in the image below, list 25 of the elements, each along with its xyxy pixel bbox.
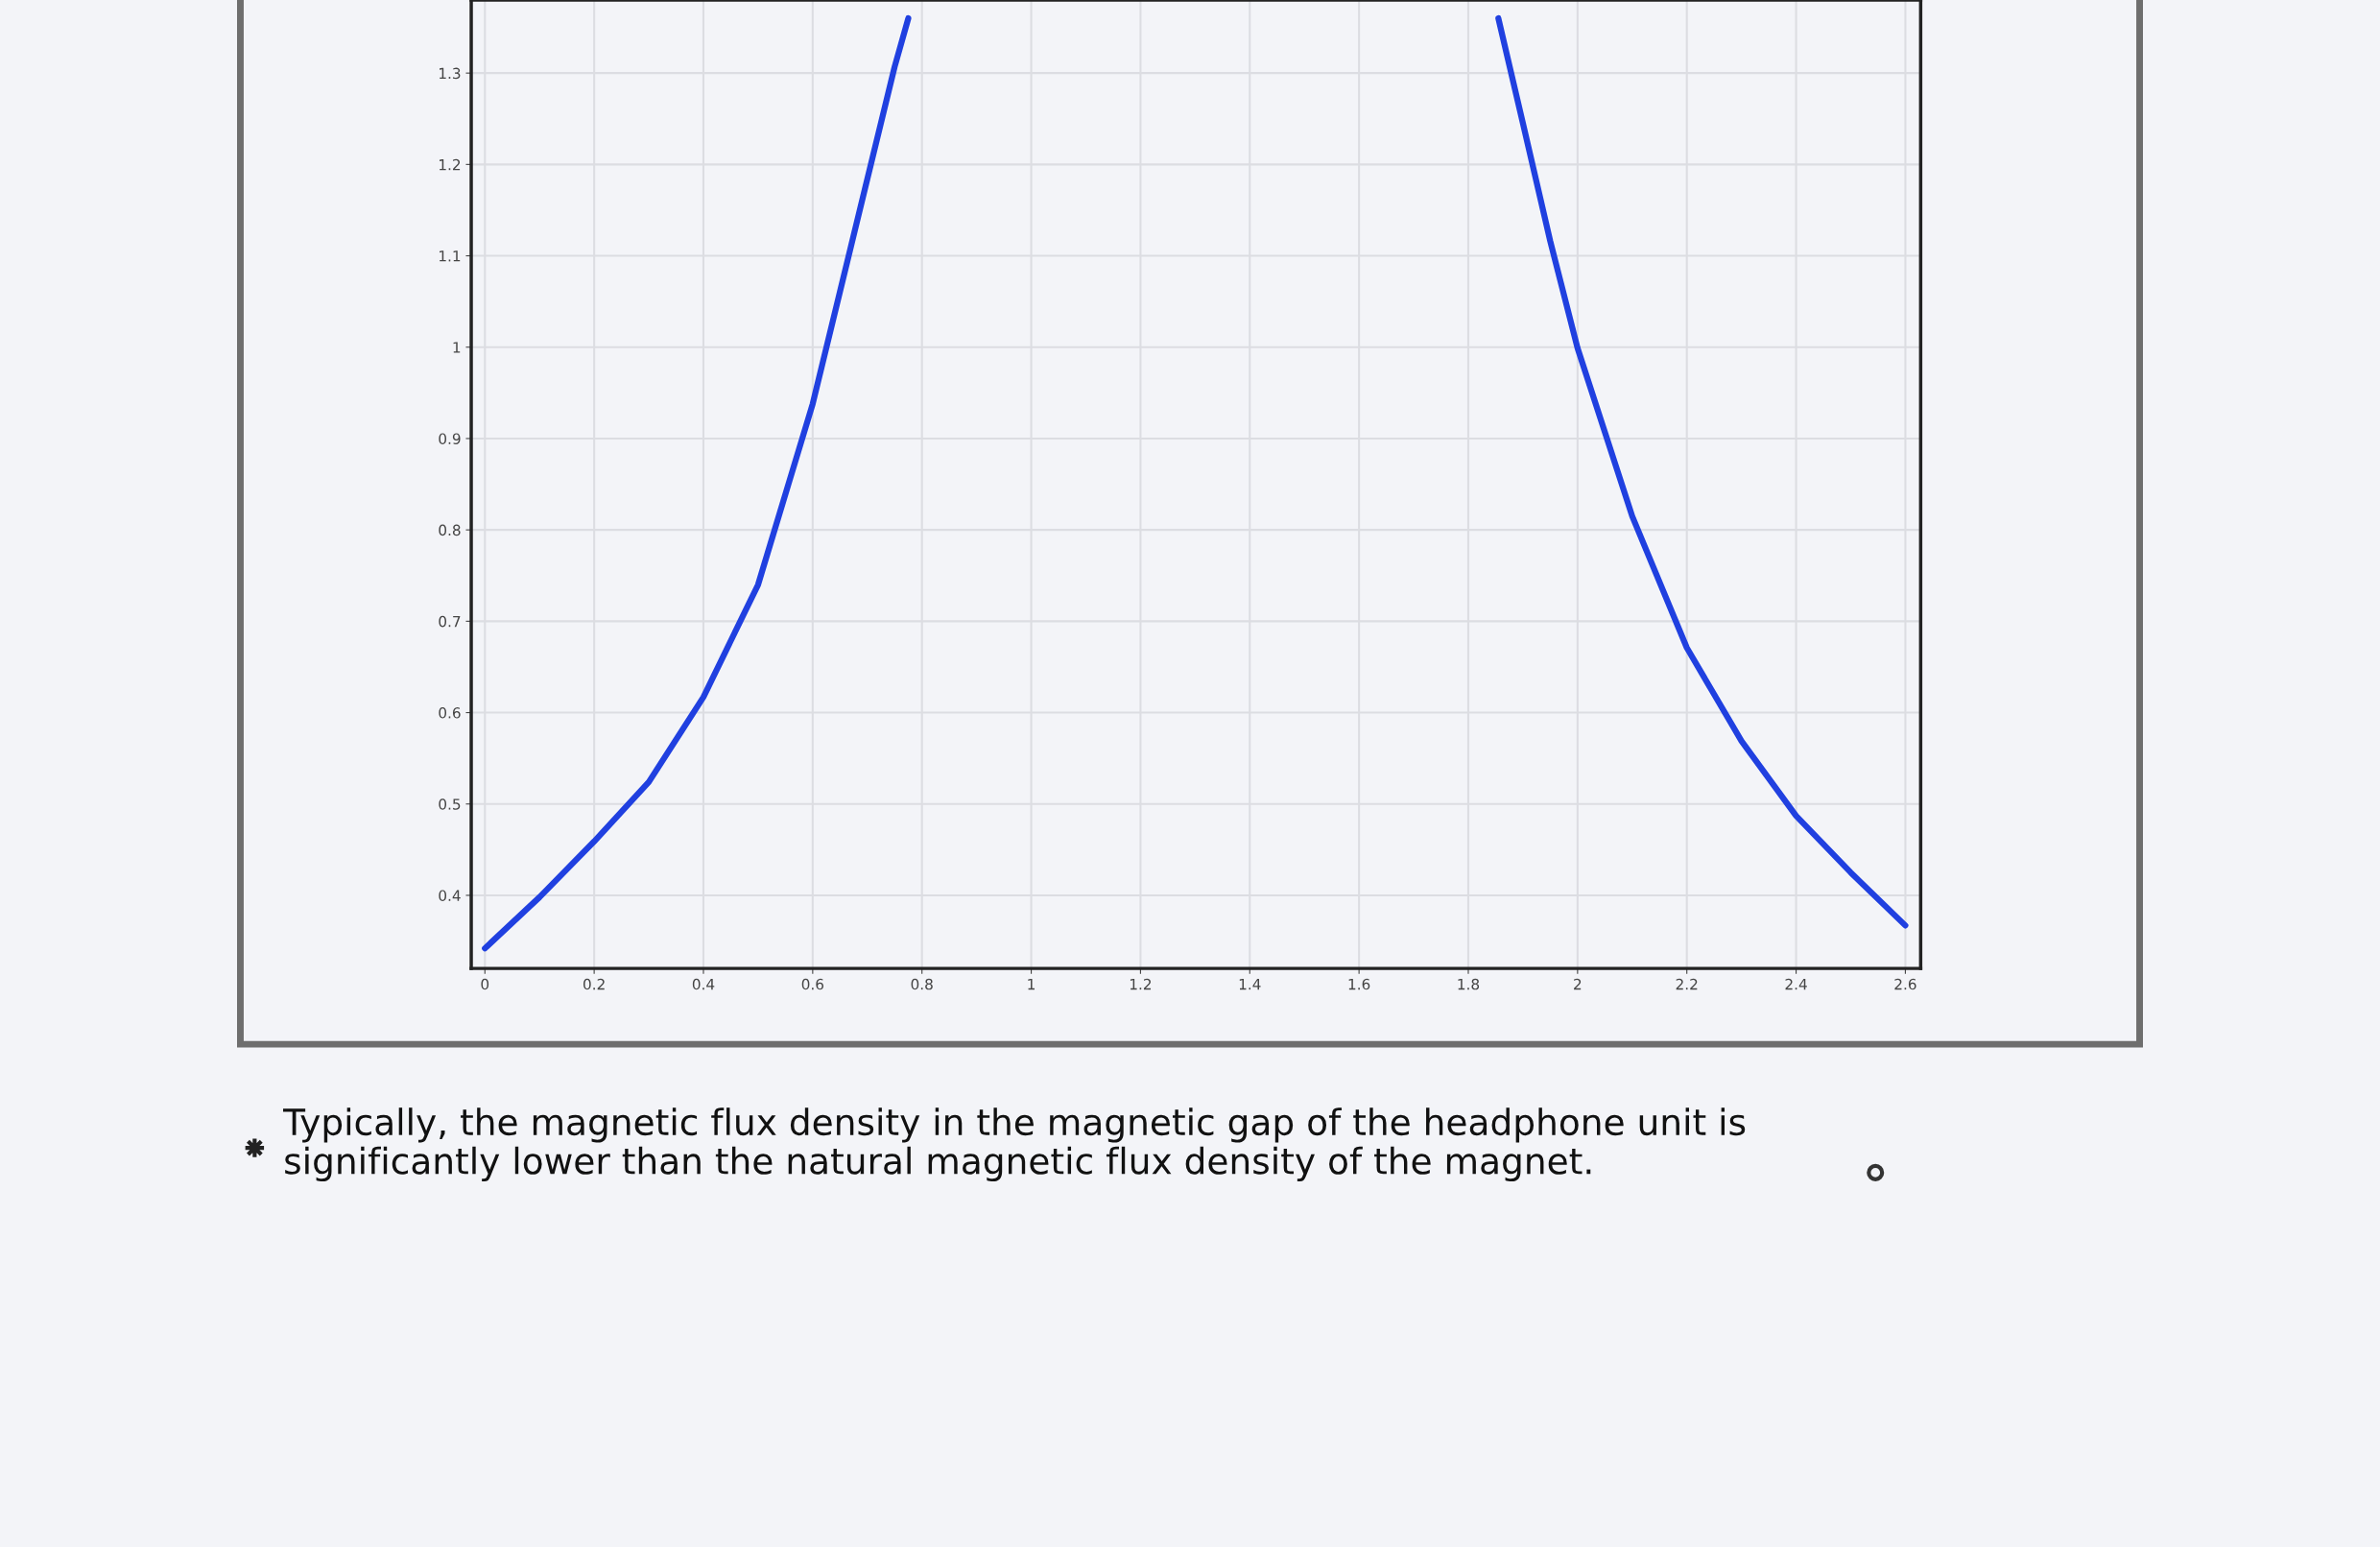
y-tick-label: 1 (453, 342, 461, 353)
y-tick-label: 1.3 (440, 67, 461, 80)
x-tick-label: 1.8 (1458, 978, 1480, 990)
x-tick-label: 0.4 (692, 978, 715, 990)
x-tick-label: 2.6 (1894, 978, 1916, 990)
x-tick-label: 1 (1028, 979, 1035, 990)
y-tick-label: 0.6 (439, 707, 461, 719)
y-tick-label: 1.1 (440, 250, 461, 262)
x-tick-label: 1.4 (1239, 979, 1261, 990)
y-tick-label: 0.5 (439, 798, 461, 810)
x-tick-label: 0.2 (583, 978, 605, 990)
y-tick-label: 0.4 (439, 890, 461, 901)
y-tick-label: 1.2 (440, 158, 461, 171)
x-tick-label: 1.2 (1130, 978, 1152, 990)
x-tick-label: 2 (1574, 978, 1582, 990)
x-tick-label: 0.8 (911, 978, 933, 990)
x-tick-label: 0 (481, 978, 489, 990)
x-tick-label: 2.4 (1785, 978, 1807, 990)
y-tick-label: 0.8 (439, 524, 461, 536)
y-tick-label: 0.7 (439, 615, 461, 628)
y-tick-label: 0.9 (439, 433, 461, 444)
x-tick-label: 1.6 (1348, 978, 1370, 990)
x-tick-label: 2.2 (1676, 978, 1698, 990)
text: Typically, the magnetic flux density in the magnetic gap of the headphone unit is significantly lower than the natural magnetic flux density of the magnet. (283, 1107, 1746, 1182)
x-tick-label: 0.6 (801, 978, 824, 990)
